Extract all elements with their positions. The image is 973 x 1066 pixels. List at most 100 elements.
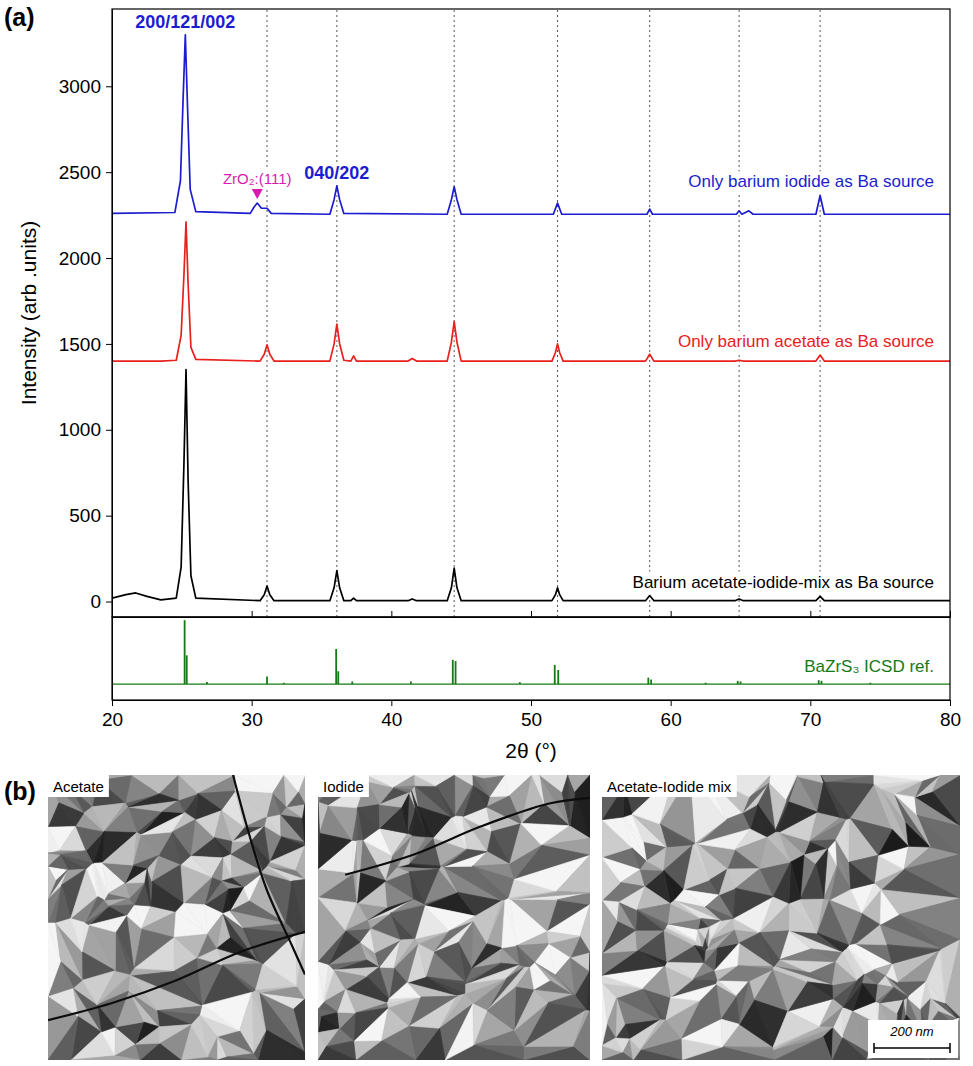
sem-facet — [184, 903, 208, 933]
reference-stick — [557, 670, 559, 684]
sem-label: Acetate — [53, 778, 104, 795]
y-tick-label: 1000 — [59, 419, 101, 440]
sem-facet — [721, 1019, 740, 1047]
annotation-group: 040/202 — [302, 163, 371, 183]
sem-facet — [660, 824, 695, 845]
sem-facet — [517, 931, 549, 945]
sem-facet — [473, 775, 505, 778]
annotation-marker — [252, 189, 263, 199]
x-tick-mark — [950, 700, 951, 706]
plot-frame — [112, 9, 950, 617]
x-tick: 40 — [381, 700, 402, 730]
sem-facet — [602, 901, 617, 954]
series-label-group: Barium acetate-iodide-mix as Ba source — [631, 572, 936, 593]
y-tick-label: 3000 — [59, 76, 101, 97]
sem-facet — [346, 920, 371, 930]
sem-facet — [354, 1008, 389, 1041]
sem-facet — [89, 915, 127, 932]
series-label: Only barium acetate as Ba source — [678, 332, 934, 351]
x-tick-label: 20 — [102, 709, 123, 730]
sem-facet — [726, 813, 750, 829]
x-tick-mark — [810, 611, 811, 617]
label-background — [318, 775, 369, 797]
series-label: Barium acetate-iodide-mix as Ba source — [633, 573, 934, 592]
sem-label: Acetate-Iodide mix — [607, 778, 732, 795]
reference-stick — [452, 660, 454, 684]
reference-stick — [337, 671, 339, 684]
sem-facet — [102, 833, 137, 866]
sem-facet — [94, 832, 104, 864]
xrd-pattern — [112, 222, 950, 361]
y-tick: 1000 — [59, 419, 112, 440]
x-tick-mark — [112, 611, 113, 617]
sem-facet — [97, 974, 130, 1004]
sem-image — [602, 775, 960, 1060]
sem-facet — [821, 775, 874, 782]
sem-facet — [71, 1056, 140, 1060]
x-tick-label: 70 — [800, 709, 821, 730]
sem-facet — [318, 1009, 321, 1033]
sem-facet — [917, 815, 960, 854]
sem-facet — [318, 833, 352, 869]
sem-facet — [266, 1030, 305, 1060]
sem-facet — [141, 912, 176, 937]
reference-stick — [818, 680, 820, 684]
sem-facet — [773, 966, 807, 981]
x-tick — [252, 611, 253, 617]
sem-crack — [233, 775, 305, 975]
sem-facet — [85, 900, 109, 923]
sem-facet — [48, 1017, 78, 1060]
sem-facet — [436, 775, 455, 816]
reference-stick — [335, 649, 337, 684]
sem-facet — [760, 903, 789, 932]
reference-stick — [283, 683, 285, 684]
sem-facet — [328, 806, 357, 841]
x-tick-mark — [950, 611, 951, 617]
sem-facet — [318, 1047, 356, 1060]
sem-facet — [842, 1007, 843, 1037]
reference-stick — [554, 665, 556, 684]
sem-background — [48, 775, 305, 1060]
sem-facet — [243, 928, 295, 964]
reference-stick — [740, 681, 742, 684]
sem-facet — [179, 775, 236, 794]
reference-stick — [821, 681, 823, 684]
sem-facet — [779, 802, 817, 832]
y-tick-mark — [106, 430, 112, 431]
x-tick-label: 60 — [661, 709, 682, 730]
sem-facet — [589, 952, 590, 1010]
sem-facet — [602, 1053, 633, 1060]
sem-facet — [159, 1024, 191, 1043]
sem-facet — [487, 987, 516, 1030]
sem-facet — [357, 808, 379, 840]
sem-facet — [418, 944, 434, 977]
reference-line — [454, 9, 455, 617]
y-tick: 1500 — [59, 333, 112, 354]
sem-facet — [665, 928, 702, 947]
x-tick-mark — [671, 611, 672, 617]
reference-stick — [869, 683, 871, 684]
sem-facet — [825, 782, 846, 819]
sem-facet — [412, 808, 427, 837]
sem-facet — [208, 1036, 218, 1060]
y-tick: 2500 — [59, 162, 112, 183]
x-tick-mark — [531, 700, 532, 706]
sem-facet — [856, 944, 892, 964]
sem-facet — [849, 862, 874, 889]
sem-facet — [704, 947, 717, 970]
sem-facet — [338, 1012, 355, 1028]
sem-facet — [715, 943, 740, 971]
sem-facet — [48, 866, 56, 898]
x-tick: 80 — [940, 700, 961, 730]
series-label-group: Only barium acetate as Ba source — [676, 331, 936, 352]
sem-crack — [48, 932, 305, 1020]
series-label: Only barium iodide as Ba source — [688, 172, 934, 191]
sem-facet — [530, 962, 550, 980]
x-tick — [810, 611, 811, 617]
sem-facet — [693, 970, 717, 980]
label-background — [802, 656, 936, 677]
sem-facet — [521, 775, 543, 823]
sem-facet — [338, 989, 355, 1013]
sem-facet — [820, 999, 843, 1027]
sem-facet — [444, 849, 488, 866]
